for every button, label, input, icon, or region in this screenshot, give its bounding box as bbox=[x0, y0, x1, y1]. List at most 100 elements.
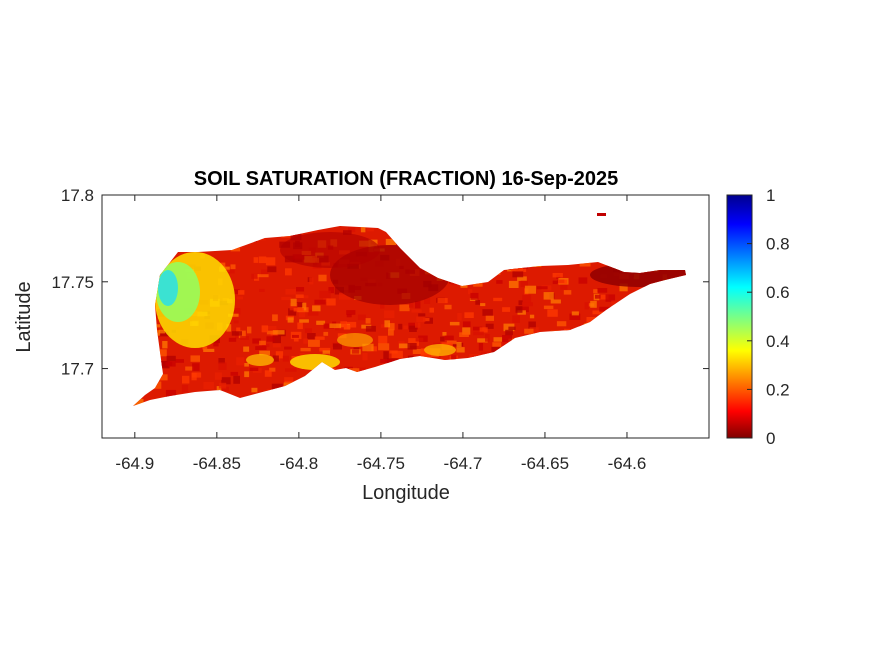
map-pixel bbox=[520, 280, 528, 287]
y-axis: 17.8 17.75 17.7 bbox=[51, 186, 709, 379]
map-pixel bbox=[407, 343, 417, 350]
map-pixel bbox=[233, 375, 240, 384]
map-pixel bbox=[473, 281, 483, 287]
map-pixel bbox=[597, 288, 608, 293]
x-axis-title: Longitude bbox=[362, 482, 450, 504]
x-tick-label: -64.75 bbox=[357, 454, 405, 473]
map-pixel bbox=[228, 337, 237, 342]
map-pixel bbox=[253, 257, 259, 263]
map-pixel bbox=[391, 350, 403, 358]
map-pixel bbox=[399, 304, 410, 312]
colorbar-ticks: 1 0.8 0.6 0.4 0.2 0 bbox=[747, 186, 790, 448]
map-pixel bbox=[524, 285, 536, 294]
map-pixel bbox=[552, 273, 563, 278]
map-pixel bbox=[442, 332, 447, 336]
map-pixel bbox=[346, 314, 352, 318]
map-pixel bbox=[480, 303, 486, 307]
map-pixel bbox=[190, 355, 200, 362]
map-pixel bbox=[408, 338, 419, 346]
map-pixel bbox=[491, 346, 501, 354]
map-pixel bbox=[255, 346, 267, 350]
map-pixel bbox=[213, 339, 219, 347]
plot-title: SOIL SATURATION (FRACTION) 16-Sep-2025 bbox=[194, 168, 619, 190]
map-pixel bbox=[307, 333, 316, 340]
map-pixel bbox=[480, 351, 491, 355]
map-pixel bbox=[586, 317, 598, 324]
map-pixel bbox=[308, 339, 320, 347]
map-pixel bbox=[230, 371, 239, 376]
map-pixel bbox=[295, 294, 304, 298]
map-pixel bbox=[477, 338, 488, 343]
dry-region bbox=[280, 232, 380, 268]
map-pixel bbox=[166, 355, 176, 361]
map-pixel bbox=[269, 367, 276, 372]
y-axis-title: Latitude bbox=[13, 281, 35, 352]
map-pixel bbox=[343, 230, 352, 235]
map-pixel bbox=[265, 257, 276, 266]
map-pixel bbox=[482, 309, 493, 316]
map-pixel bbox=[159, 329, 166, 334]
map-pixel bbox=[300, 347, 311, 352]
map-pixel bbox=[536, 286, 548, 290]
map-pixel bbox=[307, 309, 319, 316]
map-pixel bbox=[272, 343, 281, 348]
map-pixel bbox=[412, 349, 425, 354]
map-pixel bbox=[388, 329, 394, 336]
map-pixel bbox=[512, 270, 524, 278]
map-pixel bbox=[216, 386, 222, 392]
wet-patch bbox=[290, 354, 340, 370]
map-pixel bbox=[339, 292, 351, 300]
map-pixel bbox=[508, 326, 516, 330]
map-pixel bbox=[312, 305, 321, 312]
map-pixel bbox=[451, 355, 457, 361]
map-pixel bbox=[296, 302, 304, 310]
map-pixel bbox=[322, 350, 330, 356]
map-pixel bbox=[593, 289, 598, 294]
map-pixel bbox=[304, 328, 312, 334]
map-pixel bbox=[605, 294, 616, 302]
map-pixel bbox=[333, 343, 342, 350]
y-tick-label: 17.75 bbox=[51, 273, 94, 292]
map-pixel bbox=[444, 335, 454, 340]
colorbar-tick-label: 0.4 bbox=[766, 332, 790, 351]
map-pixel bbox=[302, 302, 307, 311]
map-pixel bbox=[517, 306, 529, 313]
colorbar-tick-label: 0.8 bbox=[766, 235, 790, 254]
map-pixel bbox=[611, 300, 616, 305]
map-pixel bbox=[462, 321, 471, 328]
map-pixel bbox=[285, 368, 297, 372]
map-pixel bbox=[384, 359, 394, 363]
map-pixel bbox=[287, 317, 294, 323]
map-pixel bbox=[154, 381, 162, 389]
map-pixel bbox=[236, 357, 245, 366]
map-pixel bbox=[485, 323, 494, 329]
map-pixel bbox=[423, 318, 430, 322]
map-pixel bbox=[398, 323, 403, 330]
map-pixel bbox=[597, 294, 609, 300]
map-pixel bbox=[266, 336, 275, 342]
map-pixel bbox=[335, 327, 344, 331]
x-tick-label: -64.7 bbox=[444, 454, 483, 473]
map-pixel bbox=[485, 315, 494, 321]
map-pixel bbox=[275, 351, 284, 359]
map-pixel bbox=[218, 362, 227, 370]
map-pixel bbox=[409, 325, 417, 332]
map-pixel bbox=[407, 355, 414, 360]
map-pixel bbox=[552, 280, 558, 285]
map-pixel bbox=[493, 337, 503, 342]
map-pixel bbox=[416, 316, 426, 323]
map-pixel bbox=[259, 340, 266, 345]
map-pixel bbox=[272, 355, 279, 362]
map-pixel bbox=[285, 289, 296, 295]
map-pixel bbox=[303, 338, 308, 344]
map-pixel bbox=[292, 334, 299, 338]
map-pixel bbox=[473, 331, 484, 336]
map-pixel bbox=[259, 288, 265, 292]
map-pixel bbox=[384, 310, 395, 319]
map-pixel bbox=[252, 338, 261, 344]
map-pixel bbox=[415, 337, 424, 342]
map-pixel bbox=[437, 298, 448, 304]
map-pixel bbox=[550, 299, 561, 304]
map-pixel bbox=[473, 326, 483, 331]
map-pixel bbox=[182, 375, 190, 384]
